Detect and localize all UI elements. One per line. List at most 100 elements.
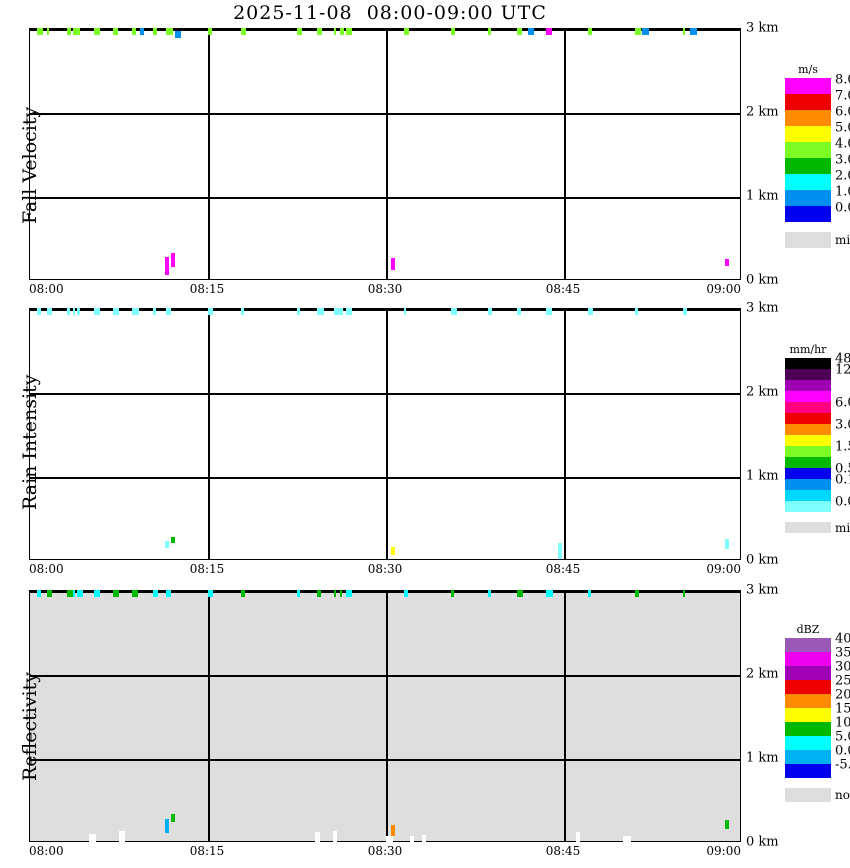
panel-title-fall-velocity: Fall Velocity — [19, 107, 41, 224]
data-mark — [546, 590, 553, 597]
data-mark — [171, 814, 175, 822]
colorbar-tick-label: 30.0 — [835, 660, 850, 675]
colorbar-missing-label: miss — [835, 521, 850, 535]
colorbar-swatch — [785, 750, 831, 764]
data-mark — [391, 258, 395, 269]
colorbar-tick-label: 0.0 — [835, 744, 850, 759]
data-mark — [153, 28, 156, 35]
x-axis-tick-label: 09:00 — [706, 844, 741, 858]
colorbar-unit-label: mm/hr — [785, 343, 831, 356]
data-mark — [422, 835, 427, 842]
y-axis-tick-label: 1 km — [746, 469, 779, 484]
data-mark — [153, 308, 156, 315]
data-mark — [73, 308, 76, 315]
data-mark — [635, 28, 641, 35]
data-mark — [94, 28, 100, 35]
data-mark — [346, 28, 352, 35]
y-axis-tick-label: 1 km — [746, 751, 779, 766]
colorbar-swatch — [785, 736, 831, 750]
panel-title-reflectivity: Reflectivity — [19, 672, 41, 781]
colorbar-tick-label: 3.0 — [835, 152, 850, 167]
data-mark — [241, 28, 246, 35]
gridline-vertical — [386, 309, 388, 559]
colorbar-swatch — [785, 206, 831, 222]
data-mark — [333, 831, 338, 842]
colorbar-tick-label: 2.0 — [835, 168, 850, 183]
data-mark — [391, 825, 395, 836]
colorbar-swatch — [785, 638, 831, 652]
data-mark — [67, 308, 70, 315]
colorbar-tick-label: 4.0 — [835, 136, 850, 151]
data-mark — [317, 28, 322, 35]
colorbar-swatch — [785, 413, 831, 424]
data-mark — [683, 28, 686, 35]
data-mark — [153, 590, 158, 597]
colorbar-tick-label: 5.0 — [835, 120, 850, 135]
data-mark — [725, 259, 729, 266]
colorbar-tick-label: 15.0 — [835, 702, 850, 717]
colorbar-missing-label: miss — [835, 233, 850, 247]
colorbar-swatch — [785, 457, 831, 468]
y-axis-tick-label: 3 km — [746, 301, 779, 316]
x-axis-tick-label: 08:15 — [190, 562, 225, 576]
data-mark — [546, 308, 552, 315]
data-mark — [517, 28, 522, 35]
data-mark — [576, 832, 580, 842]
gridline-vertical — [564, 591, 566, 841]
colorbar-swatch — [785, 468, 831, 479]
data-mark — [340, 590, 343, 597]
y-axis-tick-label: 0 km — [746, 835, 779, 850]
data-mark — [77, 308, 79, 315]
x-axis-tick-label: 08:45 — [546, 844, 581, 858]
gridline-horizontal — [30, 393, 740, 395]
gridline-horizontal — [30, 29, 740, 31]
data-mark — [77, 590, 82, 597]
y-axis-tick-label: 0 km — [746, 553, 779, 568]
colorbar-tick-label: 1.5 — [835, 440, 850, 455]
data-mark — [451, 308, 457, 315]
data-mark — [623, 836, 631, 842]
gridline-horizontal — [30, 197, 740, 199]
colorbar-tick-label: 10.0 — [835, 716, 850, 731]
data-mark — [132, 28, 136, 35]
y-axis-tick-label: 2 km — [746, 667, 779, 682]
colorbar-swatch — [785, 110, 831, 126]
colorbar-tick-label: 5.0 — [835, 730, 850, 745]
y-axis-tick-label: 3 km — [746, 21, 779, 36]
colorbar-unit-label: dBZ — [785, 623, 831, 636]
data-mark — [77, 28, 80, 35]
data-mark — [451, 590, 454, 597]
colorbar-tick-label: 0.1 — [835, 473, 850, 488]
x-axis-tick-label: 08:00 — [29, 844, 64, 858]
data-mark — [241, 590, 245, 597]
colorbar-tick-label: 25.0 — [835, 674, 850, 689]
colorbar-missing-swatch — [785, 522, 831, 533]
colorbar-tick-label: 40.0 — [835, 632, 850, 647]
plot-area-rain-intensity — [29, 308, 741, 560]
data-mark — [517, 308, 521, 315]
data-mark — [47, 28, 49, 35]
colorbar-swatch — [785, 391, 831, 402]
colorbar-tick-label: 3.0 — [835, 418, 850, 433]
data-mark — [165, 541, 169, 548]
data-mark — [113, 590, 119, 597]
colorbar-missing-swatch — [785, 788, 831, 802]
data-mark — [165, 819, 169, 833]
panel-rain-intensity: 0 km 1 km 2 km 3 km 08:00 08:15 08:30 08:45 09:0… — [29, 308, 741, 560]
data-mark — [346, 308, 353, 315]
colorbar-swatch — [785, 358, 831, 369]
x-axis-tick-label: 08:15 — [190, 282, 225, 296]
data-mark — [558, 543, 562, 560]
gridline-horizontal — [30, 675, 740, 677]
data-mark — [410, 836, 415, 842]
data-mark — [588, 590, 592, 597]
colorbar-missing-label: none — [835, 788, 850, 802]
colorbar-swatch — [785, 94, 831, 110]
data-mark — [334, 590, 337, 597]
data-mark — [488, 308, 492, 315]
data-mark — [208, 308, 213, 315]
x-axis-tick-label: 08:30 — [368, 562, 403, 576]
colorbar-swatch — [785, 722, 831, 736]
data-mark — [588, 28, 592, 35]
x-axis-tick-label: 08:45 — [546, 282, 581, 296]
